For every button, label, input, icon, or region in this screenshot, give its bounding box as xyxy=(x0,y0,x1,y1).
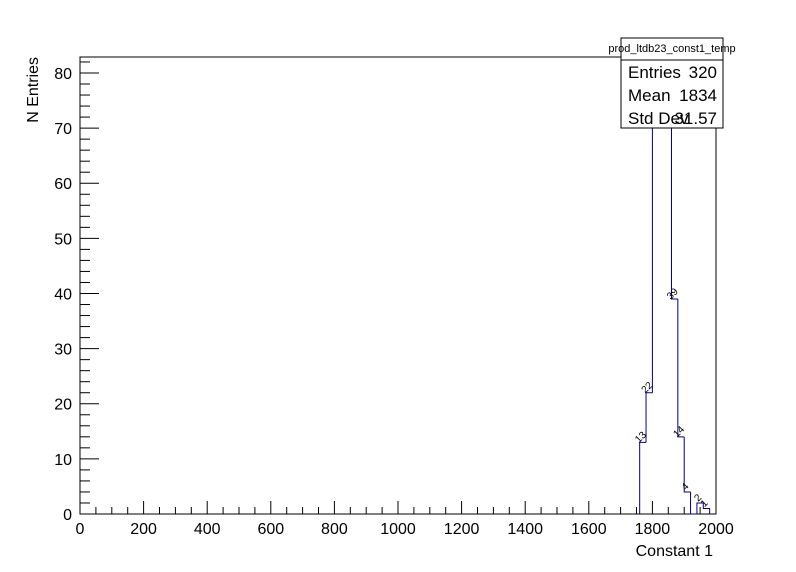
histogram-bin xyxy=(670,122,678,300)
stats-label: Entries xyxy=(628,63,681,82)
x-tick-label: 1800 xyxy=(635,521,671,538)
histogram-bin xyxy=(702,502,711,514)
y-tick-label: 40 xyxy=(54,286,72,303)
stats-title: prod_ltdb23_const1_temp xyxy=(608,43,735,55)
y-tick-label: 80 xyxy=(54,66,72,83)
y-tick-label: 0 xyxy=(63,507,72,524)
x-tick-label: 600 xyxy=(257,521,284,538)
x-tick-label: 1000 xyxy=(380,521,416,538)
x-tick-label: 800 xyxy=(321,521,348,538)
x-tick-label: 1400 xyxy=(507,521,543,538)
stats-value: 320 xyxy=(689,63,717,82)
y-tick-label: 30 xyxy=(54,342,72,359)
histogram-bin xyxy=(645,392,653,443)
stats-box xyxy=(620,37,724,129)
x-tick-label: 2000 xyxy=(698,521,734,538)
y-tick-label: 10 xyxy=(54,452,72,469)
x-axis-label: Constant 1 xyxy=(636,543,713,560)
y-axis-label: N Entries xyxy=(25,57,42,123)
histogram-bin xyxy=(690,491,697,515)
histogram-bin xyxy=(683,436,691,493)
stats-value: 1834 xyxy=(679,86,717,105)
histogram-bin xyxy=(696,502,704,514)
stats-label: Mean xyxy=(628,86,671,105)
histogram-bin xyxy=(677,299,685,438)
x-tick-label: 400 xyxy=(194,521,221,538)
stats-label: Std Dev xyxy=(628,109,689,128)
stats-value: 31.57 xyxy=(674,109,717,128)
x-tick-label: 1600 xyxy=(571,521,607,538)
y-tick-label: 60 xyxy=(54,176,72,193)
y-tick-label: 70 xyxy=(54,121,72,138)
histogram-bin xyxy=(639,441,647,514)
x-tick-label: 200 xyxy=(130,521,157,538)
y-tick-label: 50 xyxy=(54,231,72,248)
y-tick-label: 20 xyxy=(54,397,72,414)
x-tick-label: 1200 xyxy=(444,521,480,538)
x-tick-label: 0 xyxy=(76,521,85,538)
